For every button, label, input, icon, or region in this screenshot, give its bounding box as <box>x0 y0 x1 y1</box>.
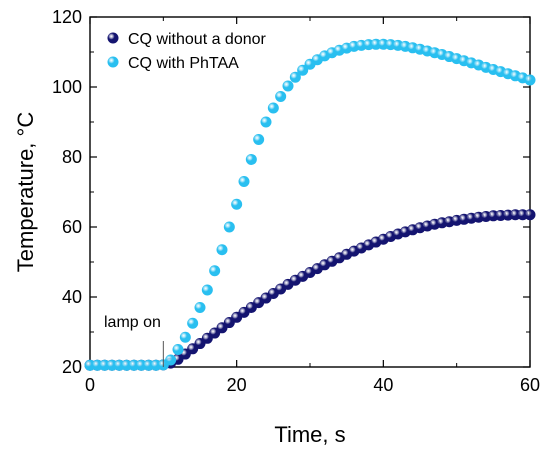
data-point <box>165 354 177 366</box>
data-point <box>282 80 294 92</box>
x-tick-label: 20 <box>227 375 247 395</box>
legend-marker-cq-with-phtaa <box>107 56 119 68</box>
annotation: lamp on <box>104 314 164 367</box>
legend-label-cq-without-donor: CQ without a donor <box>128 31 267 48</box>
data-point <box>201 284 213 296</box>
y-tick-label: 80 <box>62 147 82 167</box>
data-point <box>524 209 536 221</box>
data-point <box>289 71 301 83</box>
data-point <box>245 153 257 165</box>
data-point <box>297 64 309 76</box>
legend-label-cq-with-phtaa: CQ with PhTAA <box>128 55 239 72</box>
data-point <box>267 102 279 114</box>
x-tick-label: 60 <box>520 375 540 395</box>
series-1 <box>84 38 536 371</box>
legend-marker-cq-without-donor <box>107 32 119 44</box>
data-points <box>84 38 536 371</box>
data-point <box>172 344 184 355</box>
data-point <box>231 198 243 210</box>
y-tick-label: 20 <box>62 357 82 377</box>
data-point <box>524 74 536 86</box>
y-tick-label: 60 <box>62 217 82 237</box>
data-point <box>187 317 199 329</box>
x-tick-label: 0 <box>85 375 95 395</box>
data-point <box>194 302 206 313</box>
data-point <box>216 244 228 256</box>
data-point <box>275 90 287 102</box>
y-axis-label: Temperature, °C <box>13 112 38 273</box>
lamp-on-annotation: lamp on <box>104 314 161 331</box>
data-point <box>209 265 221 277</box>
data-point <box>260 116 272 128</box>
legend: CQ without a donor CQ with PhTAA <box>107 31 267 72</box>
x-axis-label: Time, s <box>274 422 345 447</box>
y-tick-label: 40 <box>62 287 82 307</box>
y-tick-label: 120 <box>52 7 82 27</box>
data-point <box>253 134 265 145</box>
data-point <box>179 331 191 343</box>
series-0 <box>84 209 536 371</box>
x-tick-label: 40 <box>373 375 393 395</box>
y-tick-label: 100 <box>52 77 82 97</box>
data-point <box>223 221 235 233</box>
data-point <box>238 176 250 187</box>
